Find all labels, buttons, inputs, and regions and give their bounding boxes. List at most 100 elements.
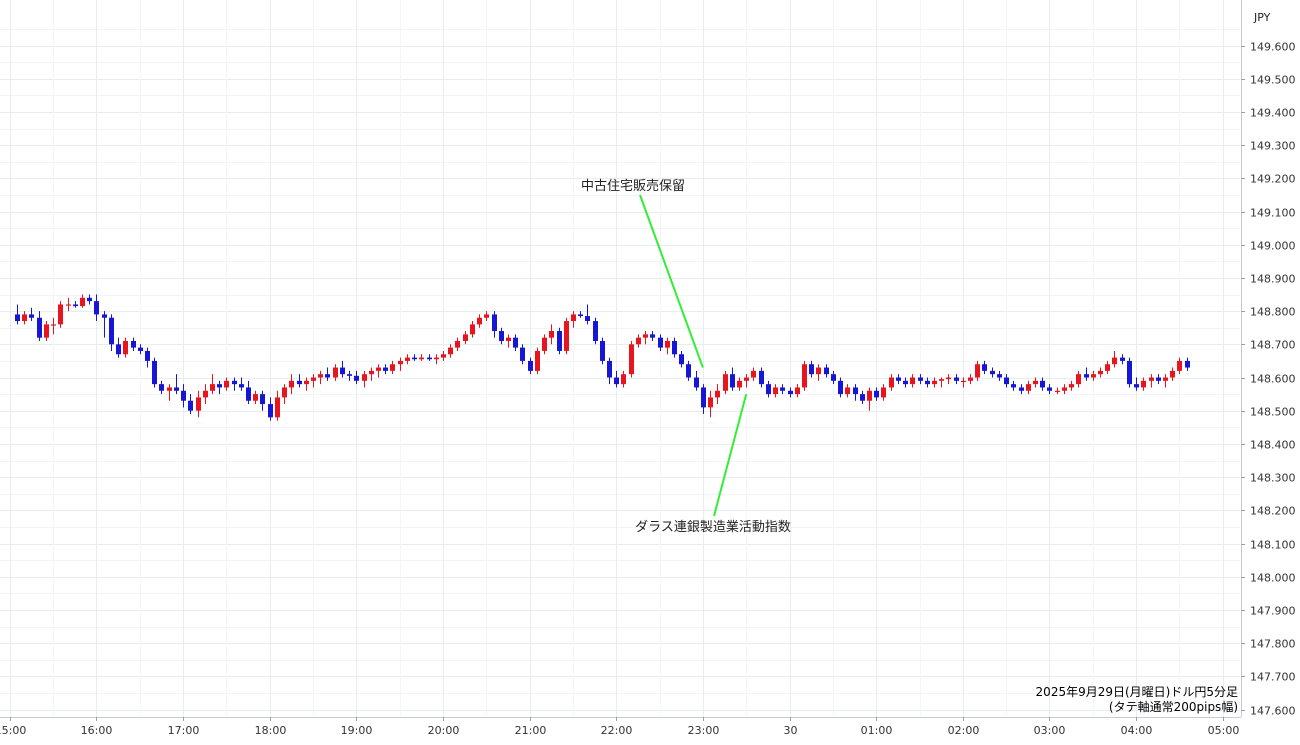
candle-body	[629, 344, 634, 375]
price-tick-label: 149.000	[1250, 240, 1296, 253]
candle-body	[1170, 370, 1175, 378]
candle-body	[210, 384, 215, 391]
candle-body	[1098, 370, 1103, 375]
candle-body	[463, 334, 468, 341]
candle-body	[686, 364, 691, 378]
time-tick-label: 15:00	[0, 724, 26, 737]
candle-body	[253, 394, 258, 401]
annotation-leader-line	[639, 194, 704, 368]
candle-body	[405, 357, 410, 361]
candle-body	[932, 380, 937, 385]
candle-body	[1026, 384, 1031, 391]
candle-body	[759, 370, 764, 385]
candle-body	[123, 340, 128, 355]
candle-body	[94, 301, 99, 315]
time-tick-label: 22:00	[601, 724, 633, 737]
candle-body	[549, 331, 554, 338]
candle-body	[376, 367, 381, 371]
candle-body	[975, 364, 980, 378]
candle-body	[795, 387, 800, 395]
candle-body	[542, 337, 547, 351]
candle-body	[679, 354, 684, 365]
candle-body	[910, 377, 915, 385]
price-tick-label: 149.300	[1250, 140, 1296, 153]
price-tick-label: 149.600	[1250, 41, 1296, 54]
time-tick-label: 04:00	[1121, 724, 1153, 737]
candle-body	[1055, 390, 1060, 392]
candle-body	[282, 387, 287, 398]
time-tick-label: 20:00	[428, 724, 460, 737]
candle-body	[896, 377, 901, 381]
candle-body	[997, 374, 1002, 378]
candle-body	[311, 377, 316, 381]
currency-label: JPY	[1253, 11, 1271, 24]
candle-body	[333, 367, 338, 378]
candle-body	[730, 374, 735, 388]
annotation-label: ダラス連銀製造業活動指数	[635, 519, 791, 535]
candle-body	[1185, 360, 1190, 368]
candle-body	[773, 387, 778, 395]
price-tick-label: 148.700	[1250, 339, 1296, 352]
candle-body	[340, 367, 345, 375]
candle-body	[448, 347, 453, 355]
candle-body	[159, 384, 164, 391]
candle-body	[484, 314, 489, 318]
candle-body	[289, 380, 294, 388]
candle-body	[1127, 360, 1132, 385]
candle-body	[990, 370, 995, 375]
candle-body	[1163, 377, 1168, 381]
candle-body	[513, 337, 518, 348]
time-tick-label: 05:00	[1208, 724, 1240, 737]
candle-body	[268, 404, 273, 418]
candle-body	[860, 394, 865, 401]
candle-body	[528, 360, 533, 371]
candle-body	[838, 380, 843, 395]
candle-body	[66, 304, 71, 306]
candle-body	[434, 357, 439, 360]
candle-body	[751, 370, 756, 378]
candle-body	[131, 340, 136, 348]
candle-body	[816, 367, 821, 375]
candle-body	[903, 380, 908, 385]
candle-body	[1141, 380, 1146, 388]
candle-body	[37, 317, 42, 338]
candle-body	[694, 377, 699, 388]
price-tick-label: 149.400	[1250, 107, 1296, 120]
annotation-leader-line	[713, 393, 748, 517]
candle-body	[1134, 384, 1139, 388]
time-tick-label: 21:00	[515, 724, 547, 737]
candle-body	[737, 380, 742, 388]
candle-body	[701, 387, 706, 408]
candle-body	[918, 377, 923, 381]
candle-body	[1177, 360, 1182, 371]
candle-body	[571, 314, 576, 322]
price-axis: 149.600 149.500 149.400 149.300 149.200 149.1…	[1241, 41, 1296, 718]
candle-body	[275, 397, 280, 418]
candle-body	[968, 377, 973, 381]
candle-body	[665, 340, 670, 348]
candle-body	[708, 397, 713, 408]
candle-body	[369, 370, 374, 375]
candle-body	[1011, 384, 1016, 388]
currency-label-box	[1245, 6, 1277, 26]
time-tick-label: 18:00	[255, 724, 287, 737]
time-tick-label: 03:00	[1034, 724, 1066, 737]
candle-body	[535, 350, 540, 371]
price-tick-label: 148.200	[1250, 505, 1296, 518]
candle-body	[1105, 364, 1110, 371]
candle-body	[1112, 357, 1117, 365]
candle-body	[362, 374, 367, 381]
annotation-label: 中古住宅販売保留	[581, 178, 685, 194]
candle-body	[477, 317, 482, 325]
candle-body	[564, 321, 569, 351]
candle-body	[780, 387, 785, 391]
price-tick-label: 147.800	[1250, 638, 1296, 651]
price-tick-label: 148.300	[1250, 472, 1296, 485]
candle-body	[102, 314, 107, 318]
price-tick-label: 149.500	[1250, 74, 1296, 87]
candle-body	[853, 387, 858, 395]
candle-body	[383, 367, 388, 371]
candle-body	[1076, 374, 1081, 385]
candle-body	[239, 384, 244, 388]
price-tick-label: 148.600	[1250, 373, 1296, 386]
